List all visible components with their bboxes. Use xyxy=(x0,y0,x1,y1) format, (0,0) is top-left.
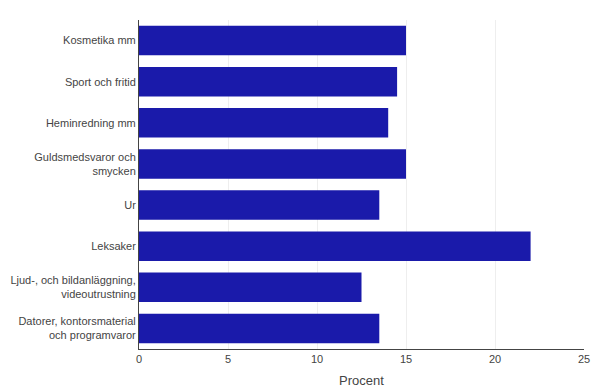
svg-text:5: 5 xyxy=(225,353,231,365)
svg-text:Kosmetika mm: Kosmetika mm xyxy=(63,34,136,46)
svg-text:Leksaker: Leksaker xyxy=(91,240,136,252)
svg-text:20: 20 xyxy=(489,353,501,365)
svg-text:15: 15 xyxy=(400,353,412,365)
svg-text:25: 25 xyxy=(578,353,590,365)
svg-text:Guldsmedsvaror ochsmycken: Guldsmedsvaror ochsmycken xyxy=(34,151,136,177)
svg-text:10: 10 xyxy=(311,353,323,365)
svg-text:Ur: Ur xyxy=(124,199,136,211)
svg-text:Heminredning mm: Heminredning mm xyxy=(46,117,136,129)
svg-text:Sport och fritid: Sport och fritid xyxy=(65,76,136,88)
svg-text:Datorer, kontorsmaterialoch pr: Datorer, kontorsmaterialoch programvaror xyxy=(18,315,136,341)
svg-text:0: 0 xyxy=(136,353,142,365)
svg-text:Ljud-, och bildanläggning,vide: Ljud-, och bildanläggning,videoutrustnin… xyxy=(10,274,135,300)
svg-text:Procent: Procent xyxy=(339,373,384,388)
